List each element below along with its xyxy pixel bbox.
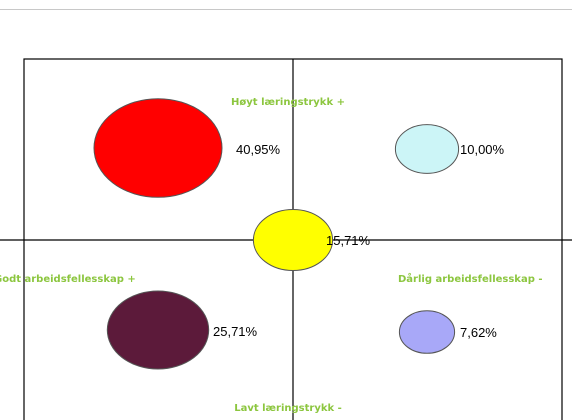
bubble-bottom-right: [398, 310, 456, 354]
axis-label-top: Høyt læringstrykk +: [231, 97, 345, 108]
value-label-bottom-right: 7,62%: [460, 325, 497, 340]
value-label-top-left: 40,95%: [236, 142, 281, 157]
bubbles-layer: [93, 98, 460, 370]
bubble-top-left: [93, 98, 223, 198]
value-label-bottom-left: 25,71%: [213, 324, 258, 339]
value-labels-layer: 40,95% 10,00% 15,71% 25,71% 7,62%: [213, 142, 505, 340]
value-label-top-right: 10,00%: [460, 142, 505, 157]
axis-label-left: Godt arbeidsfellesskap +: [0, 274, 136, 285]
top-divider: [0, 9, 572, 10]
axis-label-bottom: Lavt læringstrykk -: [234, 403, 342, 414]
bubble-bottom-left: [106, 290, 210, 370]
bubble-center: [252, 209, 334, 271]
bubble-top-right: [394, 124, 460, 174]
value-label-center: 15,71%: [326, 233, 371, 248]
axis-label-right: Dårlig arbeidsfellesskap -: [398, 272, 543, 285]
